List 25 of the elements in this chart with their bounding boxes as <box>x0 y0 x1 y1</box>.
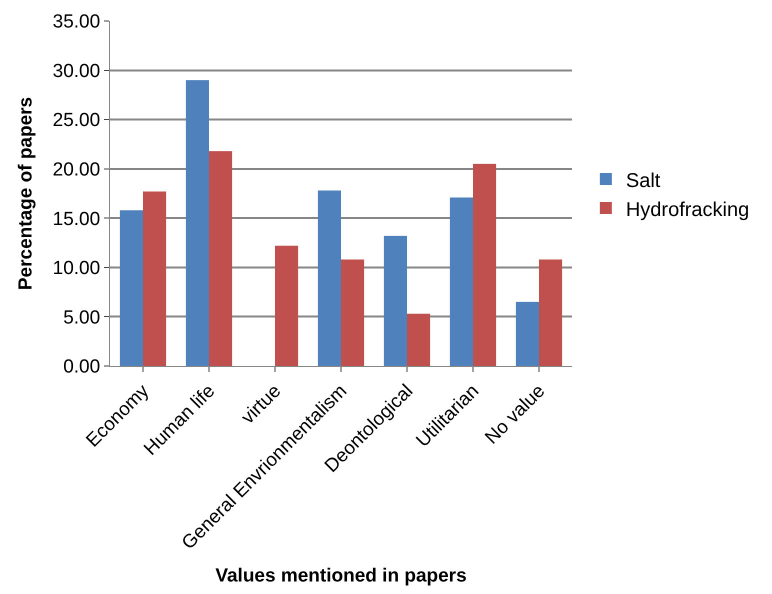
y-tick-label: 15.00 <box>52 208 100 230</box>
bar <box>341 260 364 366</box>
legend-label: Hydrofracking <box>626 198 750 221</box>
y-tick-label: 10.00 <box>52 258 100 280</box>
bar <box>384 236 407 366</box>
bar <box>450 197 473 366</box>
bar <box>516 302 539 366</box>
bar <box>318 190 341 366</box>
bar <box>120 210 143 366</box>
bar <box>275 246 298 366</box>
x-axis-title: Values mentioned in papers <box>215 566 467 587</box>
bar <box>143 192 166 366</box>
bar <box>473 164 496 366</box>
bar <box>539 260 562 366</box>
y-axis-title: Percentage of papers <box>16 96 37 290</box>
y-tick-label: 25.00 <box>52 110 100 132</box>
legend-label: Salt <box>626 170 661 192</box>
bar <box>209 151 232 366</box>
bar <box>407 314 430 366</box>
y-tick-label: 0.00 <box>63 356 100 378</box>
bar <box>186 80 209 366</box>
y-tick-label: 20.00 <box>52 160 100 181</box>
y-tick-label: 30.00 <box>52 60 100 82</box>
y-tick-label: 5.00 <box>63 307 100 328</box>
y-tick-label: 35.00 <box>52 12 100 33</box>
